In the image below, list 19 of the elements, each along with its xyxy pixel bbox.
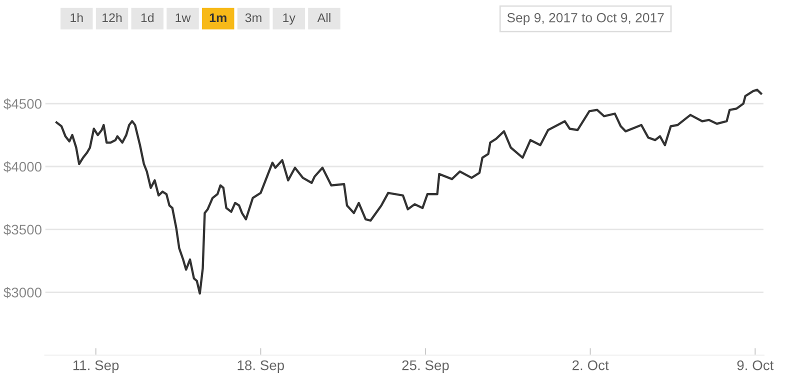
text: 1m (210, 13, 226, 22)
y-tick-label: $4000 (4, 161, 42, 172)
line-series (55, 88, 762, 295)
text: 1d (141, 12, 154, 22)
text: 1h (70, 12, 83, 22)
text: 1y (283, 13, 296, 25)
x-tick-label: 18. Sep (238, 360, 284, 373)
y-tick-label: $3000 (4, 287, 42, 298)
y-tick-label: $4500 (4, 98, 42, 110)
text: 3m (245, 13, 262, 22)
x-tick-label: 11. Sep (73, 360, 119, 373)
chart-subtitle: Sep 9, 2017 to Oct 9, 2017 (507, 13, 664, 25)
text: All (317, 12, 330, 22)
x-tick-label: 2. Oct (572, 360, 609, 370)
y-tick-label: $3500 (4, 224, 42, 236)
x-tick-label: 9. Oct (737, 360, 774, 370)
text: 1w (176, 13, 191, 22)
x-tick-label: 25. Sep (402, 360, 449, 373)
text: 12h (102, 12, 122, 22)
